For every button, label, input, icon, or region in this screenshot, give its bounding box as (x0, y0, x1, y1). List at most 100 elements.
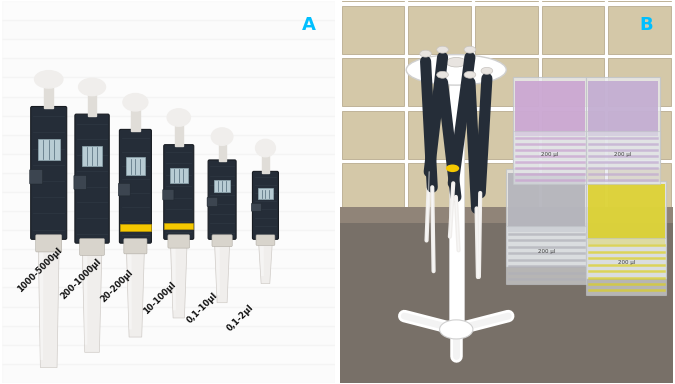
Bar (2, 154, 335, 173)
Bar (262, 154, 269, 173)
FancyBboxPatch shape (163, 189, 174, 200)
Ellipse shape (437, 46, 448, 53)
Text: 10-100µl: 10-100µl (142, 280, 178, 316)
Bar (608, 6, 671, 54)
Text: 200 µl: 200 µl (618, 260, 635, 265)
Bar (342, 0, 404, 1)
Text: 200 µl: 200 µl (538, 249, 555, 254)
Bar (475, 58, 537, 106)
Bar (608, 58, 671, 106)
Ellipse shape (80, 86, 103, 93)
Bar (126, 157, 145, 175)
Bar (541, 6, 604, 54)
Polygon shape (171, 247, 187, 318)
FancyBboxPatch shape (118, 183, 130, 196)
Bar (2, 192, 335, 211)
FancyBboxPatch shape (252, 203, 261, 211)
Ellipse shape (481, 67, 493, 74)
Bar (408, 58, 471, 106)
Ellipse shape (257, 147, 274, 154)
Bar (587, 131, 659, 184)
Bar (408, 163, 471, 211)
Polygon shape (38, 251, 59, 367)
Bar (2, 135, 335, 154)
FancyBboxPatch shape (212, 235, 232, 247)
Bar (2, 58, 335, 78)
Text: 200 µl: 200 µl (614, 152, 632, 157)
Bar (82, 146, 103, 166)
Ellipse shape (437, 71, 448, 78)
Bar (2, 39, 335, 58)
Ellipse shape (123, 94, 148, 111)
Bar (2, 268, 335, 287)
Bar (44, 85, 53, 108)
Bar (508, 172, 585, 232)
Bar (38, 139, 59, 160)
Text: 0,1-2µl: 0,1-2µl (225, 303, 256, 333)
Ellipse shape (406, 55, 506, 85)
Bar (608, 111, 671, 159)
Bar (2, 1, 335, 20)
Bar (475, 163, 537, 211)
FancyBboxPatch shape (119, 129, 151, 243)
Bar (132, 108, 140, 131)
Text: 200-1000µl: 200-1000µl (59, 257, 103, 301)
Bar (475, 0, 537, 1)
Ellipse shape (464, 46, 476, 53)
FancyBboxPatch shape (36, 235, 61, 252)
Bar (2, 173, 335, 192)
FancyBboxPatch shape (74, 175, 86, 189)
Ellipse shape (34, 71, 63, 88)
Bar (88, 93, 97, 116)
Bar (475, 6, 537, 54)
Bar (588, 81, 658, 136)
FancyBboxPatch shape (168, 235, 190, 248)
Bar (541, 163, 604, 211)
Bar (513, 78, 587, 168)
FancyBboxPatch shape (208, 160, 236, 239)
Ellipse shape (439, 320, 473, 339)
Polygon shape (83, 256, 87, 345)
Bar (342, 163, 404, 211)
Bar (541, 111, 604, 159)
Bar (408, 6, 471, 54)
Ellipse shape (464, 71, 476, 78)
Bar (2, 230, 335, 249)
Bar (2, 326, 335, 345)
Ellipse shape (420, 50, 431, 57)
FancyBboxPatch shape (207, 197, 218, 207)
Text: 200 µl: 200 µl (541, 152, 558, 157)
Bar (449, 70, 464, 329)
Polygon shape (215, 245, 230, 303)
Polygon shape (215, 247, 220, 295)
Polygon shape (39, 253, 43, 360)
Bar (2, 306, 335, 326)
Bar (258, 189, 273, 199)
Polygon shape (260, 246, 264, 276)
Bar (119, 224, 151, 230)
Polygon shape (171, 249, 176, 310)
Polygon shape (82, 254, 102, 352)
Bar (608, 163, 671, 211)
Bar (2, 249, 335, 268)
Bar (514, 81, 585, 136)
Bar (164, 223, 194, 228)
Ellipse shape (213, 135, 232, 142)
Text: 1000-5000µl: 1000-5000µl (16, 245, 63, 294)
FancyBboxPatch shape (30, 106, 67, 239)
Ellipse shape (36, 78, 61, 85)
Bar (2, 345, 335, 364)
Bar (587, 78, 659, 168)
Bar (2, 20, 335, 39)
Bar (513, 131, 587, 184)
Bar (2, 116, 335, 135)
Text: B: B (640, 17, 653, 35)
Bar (342, 111, 404, 159)
Bar (175, 123, 182, 146)
Bar (342, 58, 404, 106)
Bar (608, 0, 671, 1)
Ellipse shape (125, 101, 146, 108)
Text: 20-200µl: 20-200µl (99, 268, 135, 304)
Bar (2, 96, 335, 116)
Text: A: A (302, 17, 316, 35)
